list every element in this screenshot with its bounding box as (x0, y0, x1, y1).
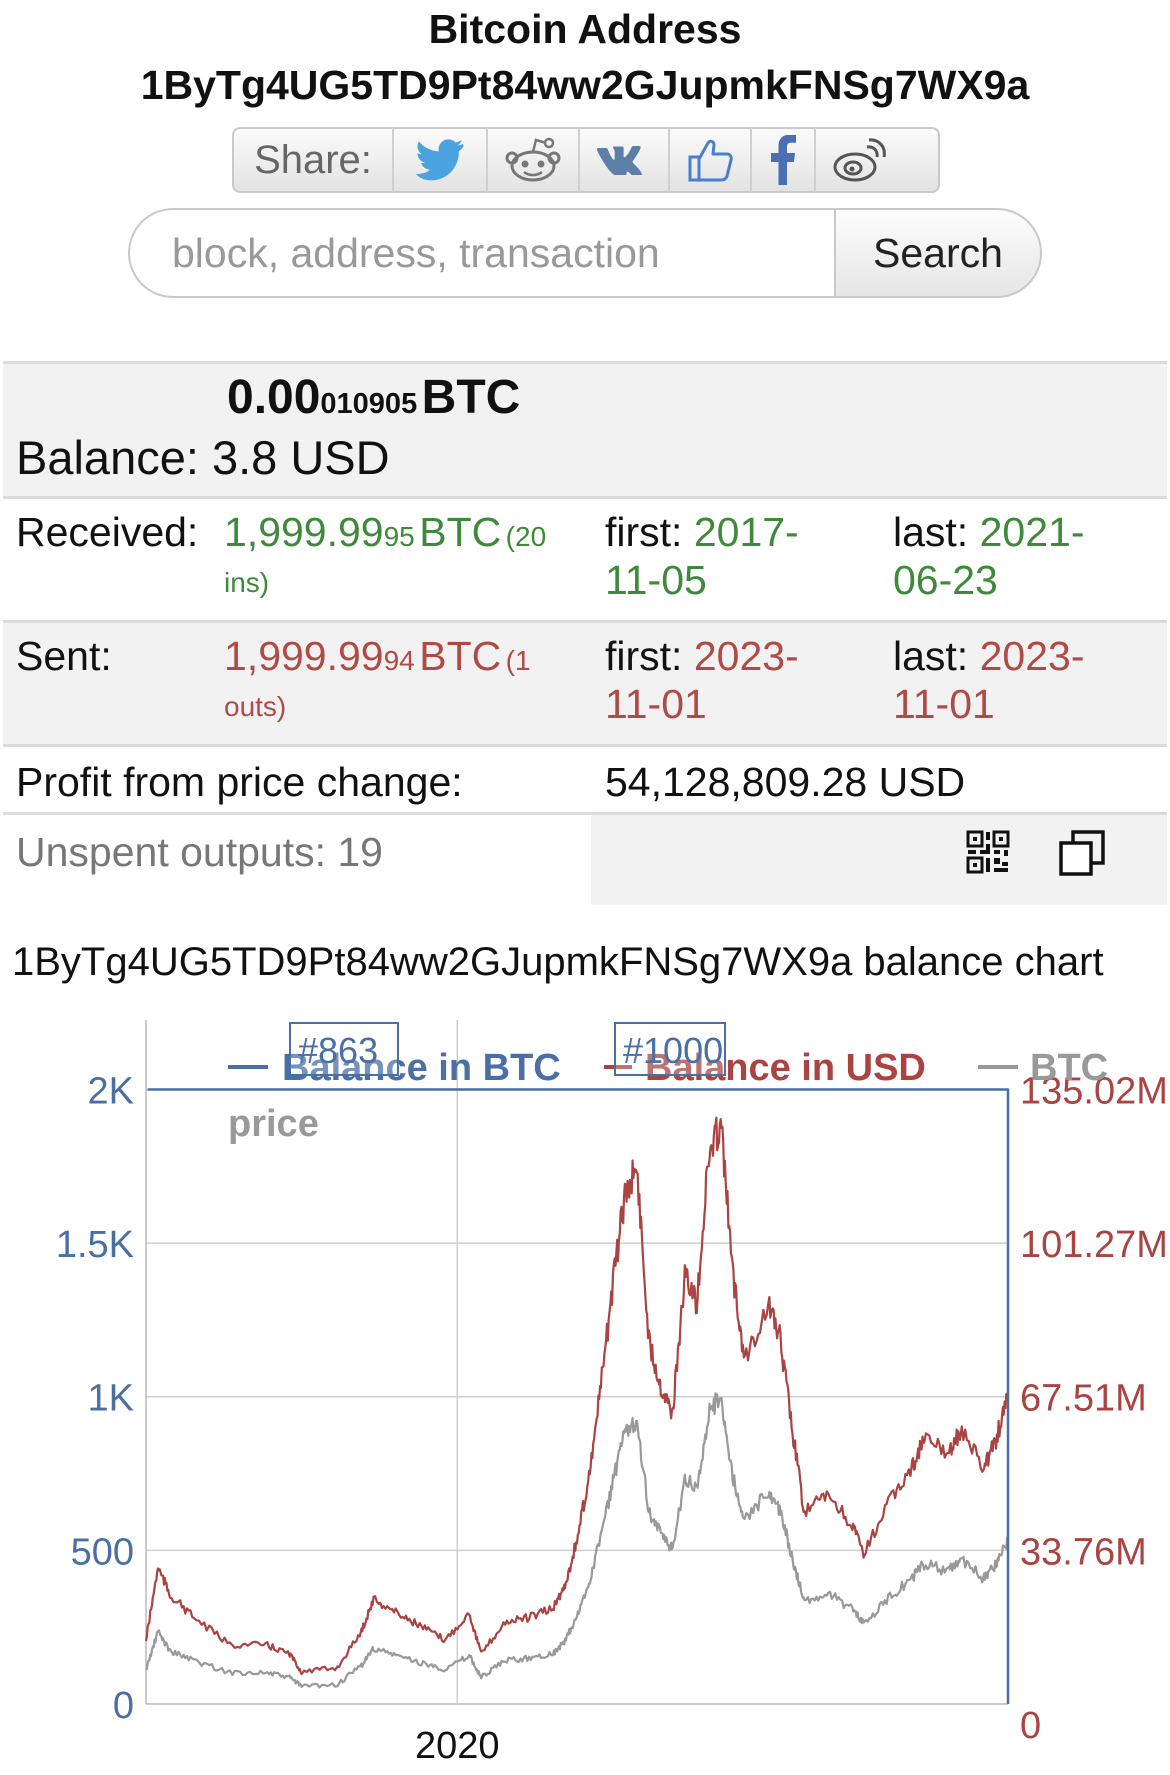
weibo-icon (833, 138, 886, 182)
balance-label: Balance: (16, 431, 199, 484)
legend-item-label: Balance in USD (645, 1047, 926, 1089)
received-count-cont: ins) (224, 567, 270, 598)
balance-usd: 3.8 USD (211, 431, 390, 484)
facebook-share-button[interactable] (752, 129, 816, 191)
sent-last-date: 2023- (979, 633, 1085, 679)
sent-last: last: 2023- (893, 633, 1084, 680)
unspent-actions (591, 815, 1167, 905)
series-line (145, 1392, 1010, 1689)
y-left-tick-label: 2K (88, 1070, 134, 1112)
received-first-date: 2017- (693, 509, 799, 555)
y-axis-right: 0 33.76M 67.51M 101.27M 135.02M (1020, 1070, 1168, 1747)
received-amount-small: 95 (383, 521, 415, 552)
y-right-tick-label: 0 (1020, 1705, 1041, 1747)
balance-btc-main: 0.00 (227, 371, 321, 424)
annotation-box (614, 1022, 726, 1076)
received-last-label: last: (893, 509, 969, 555)
twitter-icon (415, 139, 464, 181)
qr-code-icon[interactable] (966, 830, 1010, 874)
profit-label: Profit from price change: (16, 759, 463, 805)
y-right-tick-label: 101.27M (1020, 1224, 1168, 1266)
search-button[interactable]: Search (834, 208, 1042, 298)
received-count: (20 (505, 521, 547, 552)
profit-value: 54,128,809.28 USD (605, 759, 966, 805)
balance-row: 0.00010905 BTC Balance: 3.8 USD (3, 361, 1167, 499)
received-last-date-cont: 06-23 (893, 557, 998, 603)
chart-legend: Balance in BTC Balance in USD BTC price (228, 1047, 1108, 1145)
y-right-tick-label: 67.51M (1020, 1378, 1147, 1420)
annotation-box (289, 1022, 399, 1076)
vk-share-button[interactable] (580, 129, 670, 191)
legend-item-label: BTC (1030, 1047, 1108, 1089)
chart-annotations: #863 #1000 (289, 1022, 726, 1076)
sent-unit: BTC (419, 633, 502, 679)
share-label: Share: (234, 129, 394, 191)
y-left-tick-label: 1K (88, 1378, 134, 1420)
received-amount: 1,999.9995 BTC (20 (224, 509, 546, 556)
y-left-tick-label: 500 (71, 1531, 134, 1573)
sent-first-date-cont: 11-01 (605, 681, 707, 727)
y-left-tick-label: 1.5K (56, 1224, 134, 1266)
sent-row: Sent: 1,999.9994 BTC (1 outs) first: 202… (3, 623, 1167, 747)
received-unit: BTC (419, 509, 502, 555)
received-first-label: first: (605, 509, 683, 555)
search-bar: block, address, transaction Search (128, 208, 1042, 298)
address-title: 1ByTg4UG5TD9Pt84ww2GJupmkFNSg7WX9a (140, 62, 1030, 108)
like-share-button[interactable] (670, 129, 752, 191)
vk-icon (597, 146, 642, 175)
weibo-share-button[interactable] (816, 129, 902, 191)
balance-line: Balance: 3.8 USD (16, 430, 390, 485)
received-label: Received: (16, 509, 199, 555)
balance-btc: 0.00010905 BTC (227, 370, 520, 425)
like-icon (688, 139, 733, 182)
series-line (147, 1088, 1010, 1704)
received-first: first: 2017- (605, 509, 799, 556)
sent-count-cont: outs) (224, 691, 287, 722)
y-right-tick-label: 135.02M (1020, 1070, 1168, 1112)
unspent-outputs-label: Unspent outputs: 19 (16, 829, 383, 875)
sent-amount-small: 94 (383, 645, 415, 676)
sent-last-label: last: (893, 633, 969, 679)
reddit-share-button[interactable] (488, 129, 580, 191)
sent-first: first: 2023- (605, 633, 799, 680)
legend-item-label: Balance in BTC (282, 1047, 561, 1089)
legend-item-label-cont: price (228, 1103, 319, 1145)
annotation-label: #1000 (623, 1030, 723, 1071)
twitter-share-button[interactable] (394, 129, 488, 191)
received-last: last: 2021- (893, 509, 1084, 556)
balance-chart: 0 500 1K 1.5K 2K 0 33.76M 67.51M 101.27M 135.02M… (56, 1020, 1168, 1767)
chart-title: 1ByTg4UG5TD9Pt84ww2GJupmkFNSg7WX9a balan… (12, 940, 1104, 984)
sent-first-label: first: (605, 633, 683, 679)
sent-amount-main: 1,999.99 (224, 633, 384, 679)
balance-btc-unit: BTC (421, 371, 521, 424)
received-amount-main: 1,999.99 (224, 509, 384, 555)
reddit-icon (505, 137, 561, 182)
sent-label: Sent: (16, 633, 112, 679)
sent-amount: 1,999.9994 BTC (1 (224, 633, 531, 680)
received-last-date: 2021- (979, 509, 1085, 555)
sent-last-date-cont: 11-01 (893, 681, 995, 727)
x-tick-label: 2020 (415, 1725, 500, 1767)
y-axis-left: 0 500 1K 1.5K 2K (56, 1070, 134, 1727)
y-right-tick-label: 33.76M (1020, 1531, 1147, 1573)
balance-btc-small: 010905 (320, 388, 418, 420)
search-input[interactable]: block, address, transaction (128, 208, 836, 298)
unspent-row: Unspent outputs: 19 (3, 815, 1167, 905)
facebook-icon (771, 135, 796, 185)
page-title: Bitcoin Address (428, 6, 742, 52)
received-first-date-cont: 11-05 (605, 557, 707, 603)
share-bar: Share: (232, 127, 940, 193)
received-row: Received: 1,999.9995 BTC (20 ins) first:… (3, 499, 1167, 623)
profit-row: Profit from price change: 54,128,809.28 … (3, 747, 1167, 815)
x-axis: 2020 (415, 1725, 500, 1767)
sent-first-date: 2023- (693, 633, 799, 679)
copy-icon[interactable] (1058, 829, 1106, 877)
y-left-tick-label: 0 (113, 1685, 134, 1727)
chart-series (144, 1088, 1010, 1704)
series-line (144, 1116, 1010, 1676)
sent-count: (1 (505, 645, 531, 676)
annotation-label: #863 (298, 1030, 378, 1071)
